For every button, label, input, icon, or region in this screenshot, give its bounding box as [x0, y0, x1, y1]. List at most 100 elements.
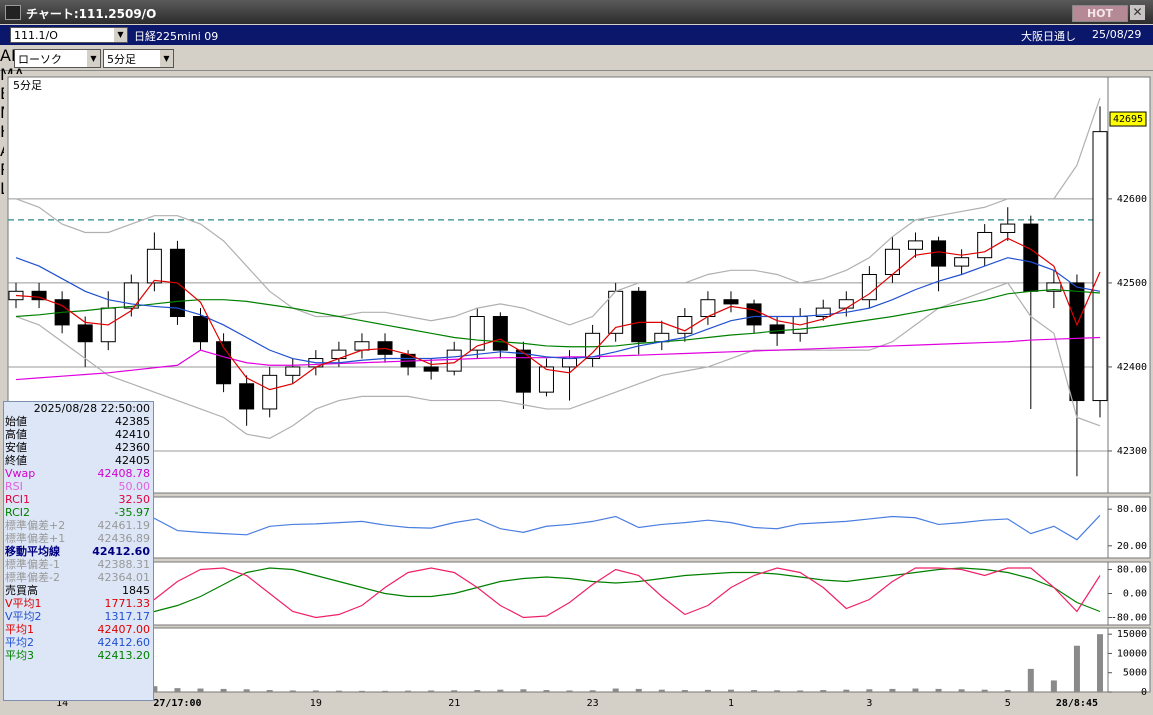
- close-button[interactable]: ✕: [1130, 5, 1145, 20]
- info-label: V平均1: [5, 597, 42, 610]
- candle-body: [538, 366, 554, 393]
- info-datetime: 2025/08/28 22:50:00: [33, 402, 150, 415]
- chart-type: ローソク: [18, 53, 62, 66]
- y-tick-label: 5000: [1123, 668, 1147, 679]
- info-value: 50.00: [118, 480, 151, 493]
- candle-body: [954, 257, 970, 267]
- candle-body: [861, 273, 877, 301]
- info-row: 終値 42405: [4, 454, 153, 467]
- info-row: 平均3 42413.20: [4, 649, 153, 662]
- axis-panel: [1107, 627, 1151, 693]
- info-row: 移動平均線 42412.60: [4, 545, 153, 558]
- info-value: 1771.33: [104, 597, 151, 610]
- axis-panel: [1107, 561, 1151, 626]
- info-value: 42388.31: [97, 558, 151, 571]
- date: 25/08/29: [1092, 28, 1142, 41]
- info-label: Vwap: [5, 467, 36, 480]
- info-label: 平均2: [5, 636, 34, 649]
- volume-bar: [474, 690, 481, 692]
- candle-body: [977, 231, 993, 259]
- y-tick-label: 80.00: [1117, 504, 1147, 515]
- volume-bar: [451, 690, 458, 692]
- volume-bar: [1073, 645, 1080, 692]
- info-row: RCI1 32.50: [4, 493, 153, 506]
- info-label: 標準偏差+1: [5, 532, 66, 545]
- x-tick-label: 3: [866, 698, 872, 709]
- volume-bar: [243, 689, 250, 692]
- last-price-label: 42695: [1113, 114, 1143, 125]
- volume-bar: [589, 690, 596, 692]
- session: 大阪日通し: [1021, 30, 1076, 43]
- symbol-select[interactable]: 111.1/O ▼: [10, 27, 128, 43]
- panel: [7, 561, 1109, 626]
- series-line: [15, 514, 1101, 541]
- candle-body: [146, 248, 162, 284]
- volume-bar: [405, 690, 412, 692]
- info-value: 42412.60: [92, 545, 150, 558]
- volume-bar: [266, 690, 273, 692]
- info-label: 移動平均線: [5, 545, 60, 558]
- y-tick-label: -80.00: [1111, 613, 1147, 624]
- info-value: 42364.01: [97, 571, 151, 584]
- volume-bar: [958, 689, 965, 692]
- panel: [7, 627, 1109, 693]
- info-row: 標準偏差+2 42461.19: [4, 519, 153, 532]
- volume-bar: [612, 688, 619, 692]
- period-select[interactable]: 5分足 ▼: [103, 49, 174, 68]
- candle-body: [815, 307, 831, 318]
- volume-bar: [520, 689, 527, 692]
- volume-bar: [681, 690, 688, 692]
- candle-body: [239, 383, 255, 410]
- volume-bar: [566, 690, 573, 692]
- info-row: RCI2 -35.97: [4, 506, 153, 519]
- series-line: [15, 567, 1101, 617]
- candle-body: [723, 299, 739, 305]
- info-label: RCI2: [5, 506, 31, 519]
- volume-bar: [889, 688, 896, 692]
- info-value: 42410: [115, 428, 150, 441]
- volume-bar: [220, 688, 227, 692]
- title-bar: チャート:111.2509/O HOT ✕: [0, 0, 1153, 24]
- axis-panel: [1107, 496, 1151, 559]
- candle-body: [515, 349, 531, 393]
- info-row: RSI 50.00: [4, 480, 153, 493]
- x-tick-label: 27/17:00: [153, 698, 201, 709]
- volume-bar: [151, 686, 158, 692]
- x-tick-label: 1: [728, 698, 734, 709]
- candle-body: [492, 316, 508, 351]
- app-icon: [5, 5, 21, 20]
- y-tick-label: 42400: [1117, 362, 1147, 373]
- info-value: 1317.17: [104, 610, 151, 623]
- symbol-name: 日経225mini 09: [134, 30, 219, 43]
- candle-body: [907, 240, 923, 250]
- volume-bar: [497, 689, 504, 692]
- chart-type-select[interactable]: ローソク ▼: [14, 49, 101, 68]
- volume-bar: [1027, 668, 1034, 692]
- toolbar: ローソク▼ 5分足▼ ALLMABBMAEHLATRPVTLog: [0, 46, 1153, 198]
- volume-bar: [289, 690, 296, 692]
- x-tick-label: 5: [1005, 698, 1011, 709]
- info-row: 売買高 1845: [4, 584, 153, 597]
- info-value: 42413.20: [97, 649, 151, 662]
- candle-body: [1092, 131, 1108, 402]
- candle-body: [1023, 223, 1039, 292]
- info-value: -35.97: [114, 506, 150, 519]
- info-label: RCI1: [5, 493, 31, 506]
- candle-body: [838, 299, 854, 309]
- y-tick-label: 10000: [1117, 648, 1147, 659]
- series-line: [15, 97, 1101, 326]
- last-price-box: [1109, 111, 1147, 127]
- x-tick-label: 23: [587, 698, 599, 709]
- hot-button[interactable]: HOT: [1072, 5, 1128, 22]
- candle-body: [354, 341, 370, 351]
- info-label: V平均2: [5, 610, 42, 623]
- volume-bar: [1097, 634, 1103, 692]
- volume-bar: [704, 689, 711, 692]
- volume-bar: [658, 689, 665, 692]
- volume-bar: [382, 690, 389, 692]
- series-line: [15, 289, 1101, 348]
- x-tick-label: 21: [448, 698, 460, 709]
- volume-bar: [866, 689, 873, 692]
- candle-body: [423, 366, 439, 372]
- y-tick-label: 80.00: [1117, 565, 1147, 576]
